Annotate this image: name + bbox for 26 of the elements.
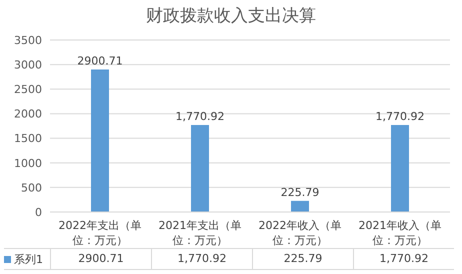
x-tick-label: 2022年支出（单位：万元） [58, 218, 142, 248]
bar [391, 124, 409, 212]
y-tick-label: 1500 [14, 132, 42, 146]
x-tick-label: 2022年收入（单位：万元） [258, 218, 342, 248]
data-label: 2900.71 [50, 249, 151, 269]
y-tick-label: 1000 [14, 156, 42, 170]
bar [91, 69, 109, 212]
x-tick-label: 2021年收入（单位：万元） [358, 218, 442, 248]
y-tick-label: 2500 [14, 83, 42, 96]
bar [291, 200, 309, 212]
text: 2900.71 [77, 54, 123, 68]
y-tick-label: 0 [35, 206, 42, 219]
text: 1,770.92 [376, 110, 424, 123]
bar [191, 124, 209, 212]
data-label: 1,770.92 [353, 249, 454, 269]
x-tick-label: 2021年支出（单位：万元） [158, 218, 242, 248]
data-label: 225.79 [252, 249, 353, 269]
chart-title: 财政拨款收入支出决算 [145, 5, 317, 27]
y-tick-label: 2000 [14, 108, 42, 121]
y-tick-label: 3000 [14, 58, 42, 72]
y-tick-label: 3500 [14, 34, 42, 47]
y-tick-label: 500 [21, 181, 42, 194]
legend-label: 系列1 [14, 252, 43, 266]
text: 225.79 [280, 186, 320, 199]
data-label: 1,770.92 [151, 249, 252, 269]
text: 1,770.92 [176, 110, 224, 123]
